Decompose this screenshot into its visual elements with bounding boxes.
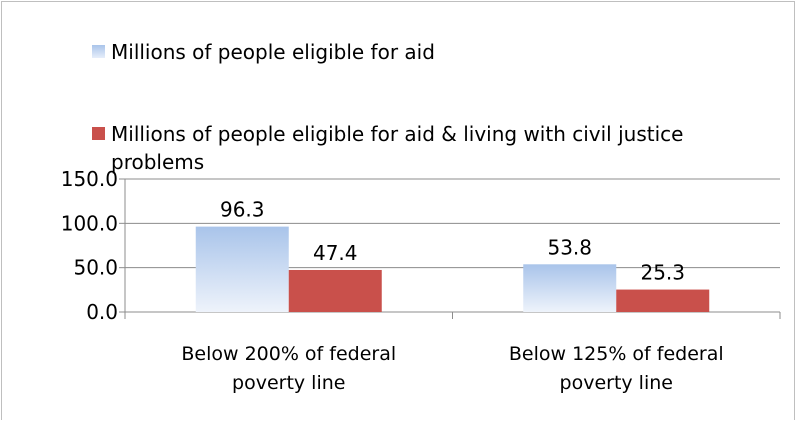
y-tick-label-1: 50.0 [73, 256, 118, 280]
x-category-label-1-line-2: poverty line [232, 372, 345, 394]
legend-entry-eligible: Millions of people eligible for aid [92, 38, 435, 66]
data-label-series1-cat1: 96.3 [220, 198, 265, 222]
bar-series2-cat1 [288, 269, 382, 312]
bar-series1-cat1 [195, 226, 289, 312]
legend-swatch-civil-justice [92, 127, 105, 140]
x-category-label-2-line-1: Below 125% of federal [509, 343, 724, 365]
legend-swatch-eligible [92, 45, 105, 58]
legend-entry-civil-justice: Millions of people eligible for aid & li… [92, 120, 752, 176]
bar-series2-cat2 [616, 289, 710, 312]
bar-series1-cat2 [523, 264, 617, 312]
y-tick-label-2: 100.0 [61, 211, 118, 235]
data-label-series2-cat1: 47.4 [313, 241, 358, 265]
x-category-label-1-line-1: Below 200% of federal [181, 343, 396, 365]
x-category-label-2-line-2: poverty line [560, 372, 673, 394]
legend-label-eligible: Millions of people eligible for aid [111, 40, 435, 64]
y-tick-label-3: 150.0 [61, 167, 118, 191]
y-tick-label-0: 0.0 [86, 300, 118, 324]
legend-label-civil-justice: Millions of people eligible for aid & li… [111, 122, 684, 174]
data-label-series2-cat2: 25.3 [640, 261, 685, 285]
data-label-series1-cat2: 53.8 [547, 235, 592, 259]
